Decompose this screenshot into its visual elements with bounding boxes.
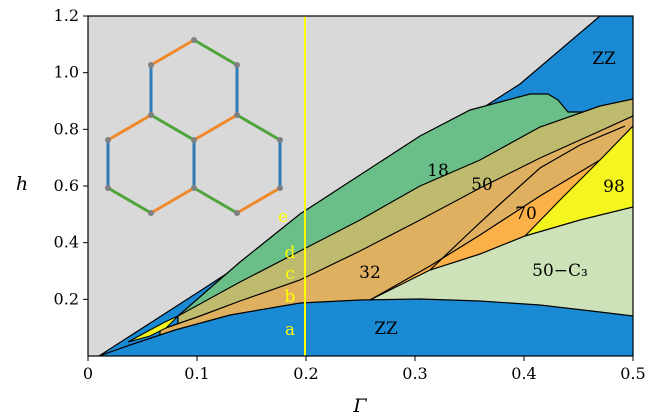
- y-tick-label: 0.8: [54, 119, 79, 138]
- lattice-node: [191, 185, 197, 191]
- y-axis-label: h: [16, 173, 28, 195]
- lattice-bond: [106, 186, 153, 215]
- x-tick-label: 0: [83, 364, 93, 383]
- marker-label-b: b: [285, 287, 296, 307]
- lattice-bond: [149, 38, 196, 67]
- x-tick-label: 0.2: [293, 364, 318, 383]
- x-axis-label: Γ: [352, 395, 367, 417]
- region-label-32: 32: [359, 263, 381, 283]
- lattice-node: [234, 210, 240, 216]
- region-label-zz-lower: ZZ: [374, 319, 398, 339]
- lattice-bond: [192, 38, 239, 67]
- region-label-18: 18: [427, 161, 449, 181]
- boundary-70-50: [429, 125, 626, 271]
- x-tick-label: 0.5: [620, 364, 645, 383]
- x-axis: 0 0.1 0.2 0.3 0.4 0.5: [83, 356, 646, 383]
- region-98-sliver: [127, 315, 179, 343]
- honeycomb-lattice-inset: [105, 37, 283, 216]
- y-axis: 0.2 0.4 0.6 0.8 1.0 1.2: [54, 6, 88, 308]
- lattice-node: [148, 112, 154, 118]
- lattice-node: [277, 185, 283, 191]
- y-tick-label: 0.2: [54, 289, 79, 308]
- x-tick-label: 0.4: [511, 364, 536, 383]
- marker-label-e: e: [278, 207, 288, 227]
- lattice-node: [191, 37, 197, 43]
- x-tick-label: 0.3: [402, 364, 427, 383]
- x-tick-label: 0.1: [184, 364, 209, 383]
- lattice-node: [105, 185, 111, 191]
- region-label-98: 98: [603, 177, 625, 197]
- phase-regions: [97, 16, 633, 356]
- region-label-zz-upper: ZZ: [592, 49, 616, 69]
- lattice-bond: [149, 113, 196, 142]
- lattice-node: [234, 62, 240, 68]
- lattice-node: [105, 137, 111, 143]
- y-tick-label: 1.2: [54, 6, 79, 25]
- lattice-node: [148, 62, 154, 68]
- lattice-node: [148, 210, 154, 216]
- lattice-node: [277, 137, 283, 143]
- lattice-node: [191, 137, 197, 143]
- marker-label-c: c: [285, 264, 295, 284]
- marker-label-a: a: [285, 320, 295, 340]
- region-label-50: 50: [471, 175, 493, 195]
- y-tick-label: 0.6: [54, 176, 79, 195]
- region-label-50-c3: 50−C₃: [532, 261, 588, 281]
- region-label-70: 70: [515, 204, 537, 224]
- lattice-bond: [235, 186, 282, 215]
- lattice-bond: [106, 113, 153, 142]
- lattice-bond: [149, 186, 196, 215]
- marker-label-d: d: [285, 243, 296, 263]
- region-zz-lower: [98, 298, 633, 356]
- lattice-node: [234, 112, 240, 118]
- y-tick-label: 1.0: [54, 63, 79, 82]
- y-tick-label: 0.4: [54, 233, 79, 252]
- lattice-bond: [192, 186, 239, 215]
- lattice-bond: [235, 113, 282, 142]
- lattice-bond: [192, 113, 239, 142]
